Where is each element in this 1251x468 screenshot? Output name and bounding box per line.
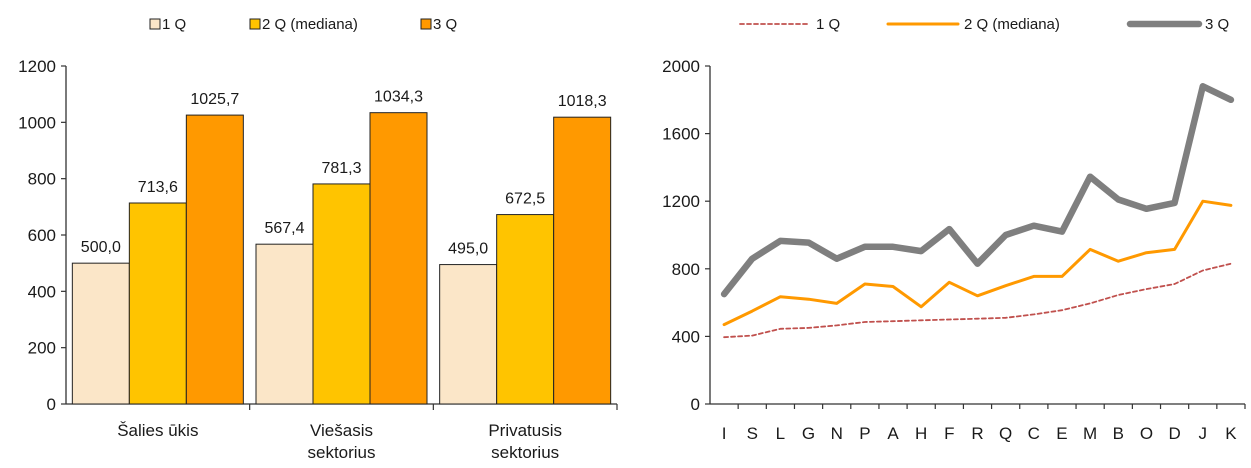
line-y-tick-label: 2000 — [662, 57, 700, 76]
line-legend-label: 3 Q — [1205, 16, 1229, 33]
bar-data-label: 713,6 — [138, 179, 178, 196]
bar-2q — [312, 183, 371, 405]
bar-legend-swatch — [249, 18, 261, 30]
line-x-tick-label: B — [1113, 424, 1124, 443]
series-3q-line — [720, 83, 1235, 298]
line-x-tick-label: L — [776, 424, 785, 443]
bar-y-tick-label: 200 — [28, 339, 56, 358]
bar-3q — [185, 114, 244, 405]
line-x-tick-label: A — [887, 424, 899, 443]
bar-legend-label: 3 Q — [433, 16, 457, 33]
bar-data-label: 672,5 — [505, 191, 545, 208]
line-x-tick-label: D — [1168, 424, 1180, 443]
bar-legend-label: 2 Q (mediana) — [262, 16, 358, 33]
line-x-tick-label: F — [944, 424, 954, 443]
bar-y-tick-label: 1000 — [18, 113, 56, 132]
bar-data-label: 781,3 — [321, 160, 361, 177]
bar-data-label: 495,0 — [448, 241, 488, 258]
line-x-tick-label: N — [831, 424, 843, 443]
line-y-tick-label: 0 — [691, 395, 700, 414]
line-legend-label: 1 Q — [816, 16, 840, 33]
bar-3q — [553, 116, 612, 405]
bar-3q — [369, 112, 428, 405]
line-x-tick-label: K — [1225, 424, 1237, 443]
line-x-tick-label: M — [1083, 424, 1097, 443]
bar-y-tick-label: 800 — [28, 170, 56, 189]
bar-category-label: Šalies ūkis — [117, 421, 198, 440]
line-legend-label: 2 Q (mediana) — [964, 16, 1060, 33]
line-y-tick-label: 800 — [672, 260, 700, 279]
bar-y-tick-label: 600 — [28, 226, 56, 245]
line-x-tick-label: R — [971, 424, 983, 443]
bar-data-label: 1025,7 — [190, 91, 239, 108]
bar-data-label: 1034,3 — [374, 89, 423, 106]
line-x-tick-label: O — [1140, 424, 1153, 443]
line-x-tick-label: E — [1056, 424, 1067, 443]
line-x-tick-label: I — [722, 424, 727, 443]
line-x-tick-label: C — [1028, 424, 1040, 443]
line-y-tick-label: 1200 — [662, 192, 700, 211]
bar-data-label: 567,4 — [264, 220, 304, 237]
bar-1q — [71, 262, 130, 405]
bar-data-label: 500,0 — [81, 239, 121, 256]
series-1q-line — [723, 262, 1232, 339]
bar-y-tick-label: 1200 — [18, 57, 56, 76]
bar-category-label: Privatusis — [488, 421, 562, 440]
line-x-tick-label: S — [747, 424, 758, 443]
line-y-tick-label: 400 — [672, 327, 700, 346]
bar-legend-label: 1 Q — [162, 16, 186, 33]
bar-legend-swatch — [149, 18, 161, 30]
line-x-tick-label: Q — [999, 424, 1012, 443]
bar-category-label: Viešasis — [310, 421, 373, 440]
bar-2q — [128, 202, 187, 405]
line-x-tick-label: P — [859, 424, 870, 443]
bar-1q — [255, 243, 314, 405]
bar-y-tick-label: 0 — [47, 395, 56, 414]
bar-y-tick-label: 400 — [28, 282, 56, 301]
bar-legend-swatch — [420, 18, 432, 30]
bar-2q — [496, 214, 555, 405]
series-2q-median-line — [722, 199, 1233, 327]
line-x-tick-label: H — [915, 424, 927, 443]
bar-category-label: sektorius — [307, 443, 375, 462]
line-y-tick-label: 1600 — [662, 125, 700, 144]
bar-category-label: sektorius — [491, 443, 559, 462]
bar-data-label: 1018,3 — [558, 93, 607, 110]
line-x-tick-label: J — [1199, 424, 1208, 443]
line-x-tick-label: G — [802, 424, 815, 443]
bar-1q — [439, 264, 498, 405]
